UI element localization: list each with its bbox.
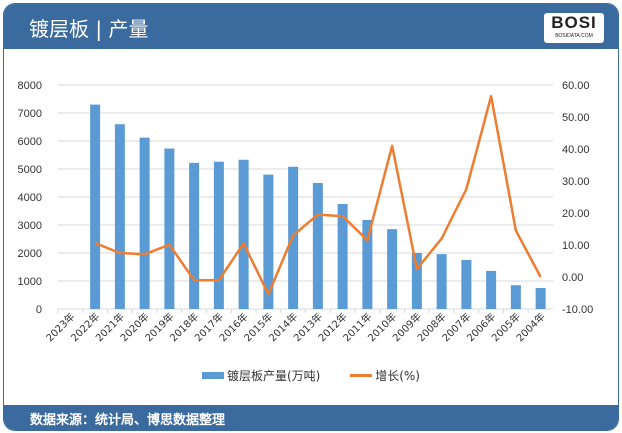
page-title: 镀层板 | 产量 <box>29 17 149 41</box>
source-text: 数据来源：统计局、博思数据整理 <box>30 413 226 428</box>
bar-2007年 <box>461 260 472 309</box>
left-tick-label: 2000 <box>18 248 42 260</box>
bar-2021年 <box>114 124 125 309</box>
right-tick-label: 20.00 <box>562 208 590 220</box>
bar-2006年 <box>486 270 497 309</box>
chart-card: 镀层板 | 产量 BOSI BOSIDATA.COM 数据来源：统计局、博思数据… <box>3 3 619 431</box>
bar-2022年 <box>90 104 101 309</box>
bar-2008年 <box>436 254 447 309</box>
bar-2009年 <box>411 253 422 309</box>
left-tick-label: 5000 <box>18 164 42 176</box>
bar-2019年 <box>164 148 175 309</box>
bar-2016年 <box>238 159 249 309</box>
right-tick-label: 30.00 <box>562 176 590 188</box>
left-tick-label: 0 <box>36 304 42 316</box>
logo-text: BOSI <box>551 13 597 32</box>
bar-2020年 <box>139 137 150 309</box>
bar-2018年 <box>189 162 200 309</box>
left-tick-label: 4000 <box>18 192 42 204</box>
bar-2010年 <box>387 229 398 309</box>
footer: 数据来源：统计局、博思数据整理 <box>4 405 618 430</box>
bosi-logo: BOSI BOSIDATA.COM <box>544 13 604 43</box>
left-tick-label: 7000 <box>18 108 42 120</box>
right-tick-label: 60.00 <box>562 80 590 92</box>
bar-2013年 <box>312 183 323 309</box>
right-tick-label: 10.00 <box>562 240 590 252</box>
right-tick-label: 40.00 <box>562 144 590 156</box>
bar-2017年 <box>213 161 224 309</box>
left-tick-label: 8000 <box>18 80 42 92</box>
right-tick-label: 0.00 <box>562 272 583 284</box>
left-tick-label: 3000 <box>18 220 42 232</box>
left-tick-label: 1000 <box>18 276 42 288</box>
bar-2012年 <box>337 204 348 309</box>
right-tick-label: -10.00 <box>562 304 593 316</box>
legend-bar-label: 镀层板产量(万吨) <box>227 369 321 383</box>
bar-2011年 <box>362 219 373 309</box>
bar-2005年 <box>510 285 521 309</box>
legend-line-label: 增长(%) <box>375 369 420 383</box>
header: 镀层板 | 产量 BOSI BOSIDATA.COM <box>4 4 618 49</box>
left-tick-label: 6000 <box>18 136 42 148</box>
bar-2015年 <box>263 174 274 309</box>
right-tick-label: 50.00 <box>562 112 590 124</box>
bar-2004年 <box>535 288 546 309</box>
legend: 镀层板产量(万吨) 增长(%) <box>0 367 622 384</box>
logo-subtext: BOSIDATA.COM <box>555 33 593 39</box>
legend-bar-swatch <box>202 372 224 379</box>
legend-line-swatch <box>350 374 373 377</box>
